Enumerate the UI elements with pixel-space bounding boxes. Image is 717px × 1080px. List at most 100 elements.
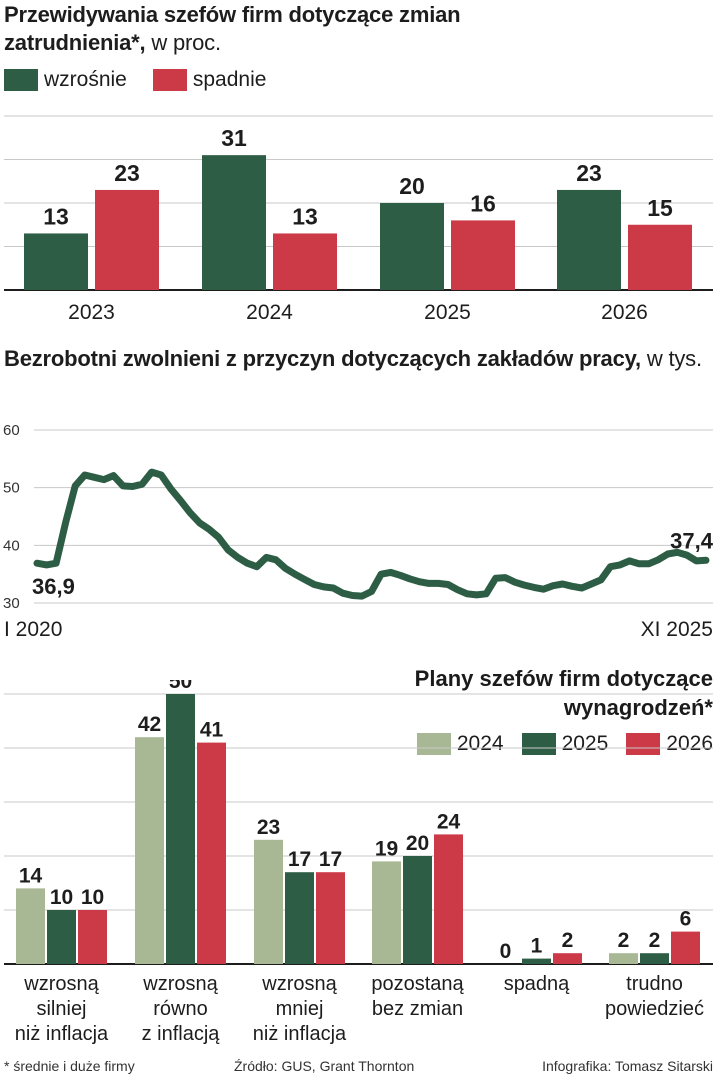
- bar-2026-4: [553, 953, 582, 964]
- x-tick-label: niż inflacja: [15, 1023, 109, 1045]
- start-value-label: 36,9: [32, 574, 75, 599]
- x-tick-label: bez zmian: [372, 998, 463, 1020]
- data-label: 20: [399, 173, 425, 199]
- chart2-title-bold: Bezrobotni zwolnieni z przyczyn dotycząc…: [4, 346, 641, 371]
- chart3-title: Plany szefów firm dotyczące wynagrodzeń*: [414, 666, 713, 720]
- data-label: 2: [618, 929, 630, 952]
- chart3-bar-chart: 14 10 10 wzrosną silniej niż inflacja 42 50 41 wz…: [4, 680, 713, 1045]
- bar-wzrośnie-2024: [202, 155, 266, 290]
- x-tick-label: 2026: [601, 301, 648, 324]
- legend-swatch-spadnie: [152, 69, 187, 91]
- bar-spadnie-2025: [451, 220, 515, 290]
- bar-2026-3: [434, 834, 463, 964]
- bar-spadnie-2024: [273, 233, 337, 290]
- data-label: 13: [292, 203, 318, 229]
- x-start-label: I 2020: [4, 618, 62, 641]
- chart2-line-chart: 60 50 40 30 36,9 37,4 I 2020 XI 2025: [3, 422, 714, 641]
- data-label: 1: [531, 935, 543, 958]
- x-end-label: XI 2025: [641, 618, 713, 641]
- data-label: 23: [114, 160, 140, 186]
- bar-spadnie-2023: [95, 189, 159, 290]
- y-tick-label: 30: [3, 595, 20, 612]
- x-tick-label: wzrosną: [261, 973, 337, 995]
- bar-2025-3: [403, 856, 432, 964]
- chart1-title: Przewidywania szefów firm dotyczące zmia…: [4, 1, 604, 57]
- x-tick-label: trudno: [626, 973, 683, 995]
- chart2-title-unit: w tys.: [646, 346, 702, 371]
- data-label: 10: [50, 886, 73, 909]
- data-label: 17: [288, 848, 311, 871]
- bar-wzrośnie-2025: [380, 203, 444, 290]
- data-label: 19: [375, 837, 398, 860]
- data-label: 31: [221, 125, 247, 151]
- data-label: 0: [500, 940, 512, 963]
- legend-swatch-wzrosnie: [4, 69, 38, 91]
- data-label: 14: [19, 864, 43, 887]
- data-label: 2: [562, 929, 574, 952]
- bar-2026-5: [671, 931, 700, 964]
- series-line: [33, 468, 710, 600]
- legend-label-wzrosnie: wzrośnie: [44, 68, 127, 91]
- legend-label-2025: 2025: [561, 732, 609, 755]
- legend-swatch-2024: [416, 733, 451, 755]
- x-tick-label: silniej: [36, 998, 86, 1020]
- x-tick-label: wzrosną: [142, 973, 218, 995]
- x-tick-label: 2023: [68, 301, 115, 324]
- chart1-legend: wzrośnie spadnie: [4, 68, 292, 92]
- bar-2025-5: [640, 953, 669, 964]
- data-label: 2: [649, 929, 661, 952]
- x-tick-label: równo: [153, 998, 207, 1020]
- bar-2024-3: [372, 861, 401, 964]
- bar-2024-5: [609, 953, 638, 964]
- bar-2024-0: [16, 888, 45, 964]
- bar-2025-2: [285, 872, 314, 964]
- data-label: 17: [319, 848, 342, 871]
- footer-credit: Infografika: Tomasz Sitarski: [542, 1058, 713, 1074]
- bar-2026-0: [78, 910, 107, 964]
- data-label: 50: [169, 680, 192, 693]
- data-label: 41: [200, 719, 224, 742]
- data-label: 15: [647, 195, 673, 221]
- chart1-title-unit: w proc.: [151, 30, 221, 55]
- x-tick-label: powiedzieć: [605, 998, 704, 1020]
- chart3-legend: 2024 2025 2026: [416, 732, 713, 756]
- data-label: 23: [576, 160, 602, 186]
- x-tick-label: mniej: [276, 998, 324, 1020]
- footer-note: * średnie i duże firmy: [4, 1058, 135, 1074]
- data-label: 23: [257, 816, 280, 839]
- bar-2025-0: [47, 910, 76, 964]
- bar-wzrośnie-2023: [24, 233, 88, 290]
- chart2-title: Bezrobotni zwolnieni z przyczyn dotycząc…: [4, 345, 704, 373]
- legend-swatch-2026: [626, 733, 661, 755]
- chart1-title-bold: Przewidywania szefów firm dotyczące zmia…: [4, 2, 461, 55]
- data-label: 24: [437, 810, 461, 833]
- legend-swatch-2025: [521, 733, 556, 755]
- data-label: 16: [470, 190, 496, 216]
- y-tick-label: 50: [3, 480, 20, 497]
- x-tick-label: pozostaną: [371, 973, 464, 995]
- bar-2025-4: [522, 958, 551, 964]
- x-tick-label: niż inflacja: [253, 1023, 347, 1045]
- legend-label-spadnie: spadnie: [192, 68, 267, 91]
- data-label: 42: [138, 713, 161, 736]
- data-label: 13: [43, 203, 69, 229]
- x-tick-label: 2024: [246, 301, 293, 324]
- bar-wzrośnie-2026: [557, 189, 621, 290]
- legend-label-2024: 2024: [456, 732, 504, 755]
- bar-2024-1: [135, 737, 164, 964]
- bar-2026-1: [197, 742, 226, 964]
- end-value-label: 37,4: [670, 528, 714, 553]
- x-tick-label: wzrosną: [23, 973, 99, 995]
- bar-spadnie-2026: [628, 224, 692, 290]
- bar-2025-1: [166, 694, 195, 964]
- chart1-bar-chart: 13 23 2023 31 13 2024 20 16 2025 23 15 2026: [4, 115, 713, 324]
- data-label: 6: [680, 908, 692, 931]
- x-tick-label: spadną: [504, 973, 570, 995]
- y-tick-label: 60: [3, 422, 20, 439]
- x-tick-label: z inflacją: [142, 1023, 221, 1045]
- y-tick-label: 40: [3, 537, 20, 554]
- bar-2024-2: [254, 839, 283, 964]
- bar-2026-2: [316, 872, 345, 964]
- legend-label-2026: 2026: [666, 732, 713, 755]
- footer-source: Źródło: GUS, Grant Thornton: [234, 1058, 415, 1074]
